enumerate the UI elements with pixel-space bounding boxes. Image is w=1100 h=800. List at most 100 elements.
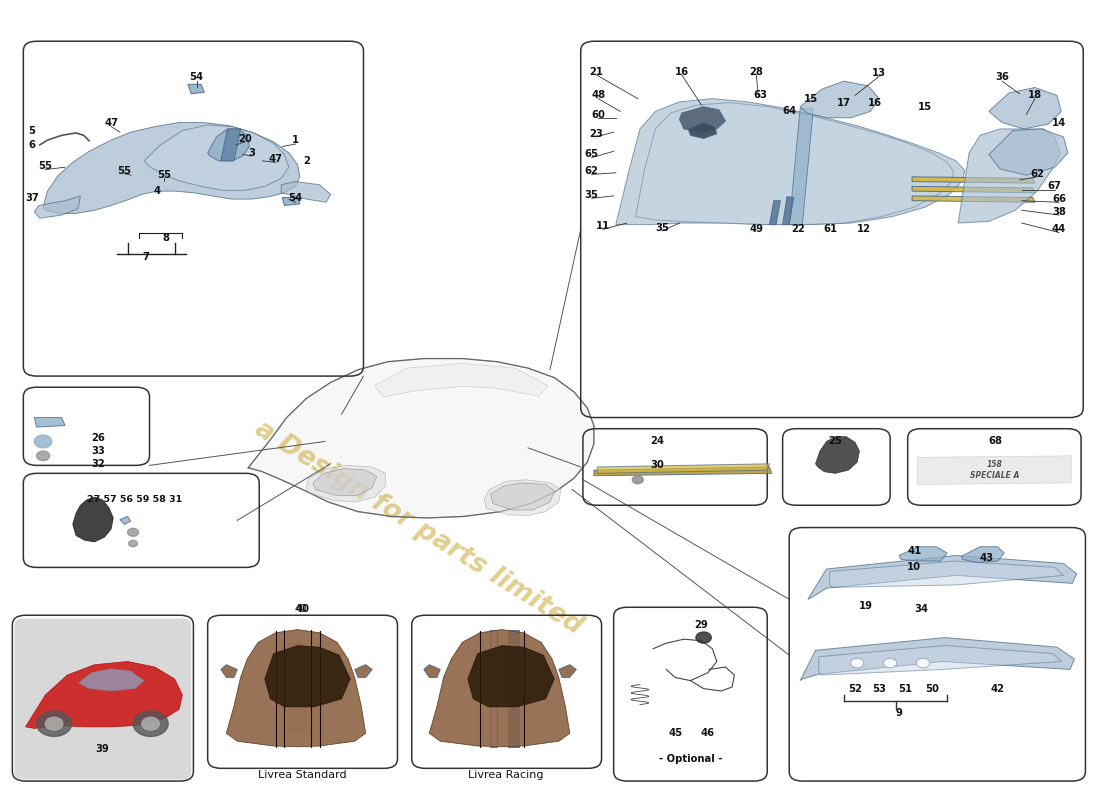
Text: 51: 51 <box>899 683 913 694</box>
Text: 47: 47 <box>268 154 283 164</box>
Polygon shape <box>769 201 780 225</box>
Text: Livrea Racing: Livrea Racing <box>469 770 543 780</box>
Polygon shape <box>958 129 1060 223</box>
Text: 42: 42 <box>991 683 1004 694</box>
Text: 10: 10 <box>908 562 922 573</box>
Text: 13: 13 <box>872 68 887 78</box>
Circle shape <box>36 451 50 461</box>
Polygon shape <box>468 646 554 707</box>
Polygon shape <box>818 646 1062 675</box>
Text: 27 57 56 59 58 31: 27 57 56 59 58 31 <box>87 495 183 504</box>
Circle shape <box>36 711 72 737</box>
Text: 17: 17 <box>837 98 851 109</box>
Circle shape <box>129 540 138 546</box>
Polygon shape <box>221 129 241 161</box>
Polygon shape <box>354 665 372 678</box>
Text: 26: 26 <box>91 434 104 443</box>
Text: 20: 20 <box>238 134 252 143</box>
Text: 55: 55 <box>157 170 170 180</box>
Polygon shape <box>227 630 365 746</box>
Text: 47: 47 <box>104 118 118 127</box>
Circle shape <box>632 476 644 484</box>
Circle shape <box>34 435 52 448</box>
Polygon shape <box>34 418 65 427</box>
Text: 158
SPECIALE A: 158 SPECIALE A <box>970 461 1019 480</box>
Text: 29: 29 <box>694 620 708 630</box>
Polygon shape <box>289 643 307 731</box>
Circle shape <box>850 658 864 668</box>
Text: 12: 12 <box>857 224 871 234</box>
Text: 67: 67 <box>1048 182 1062 191</box>
Polygon shape <box>208 129 250 161</box>
Polygon shape <box>680 106 726 132</box>
Text: 5: 5 <box>29 126 35 135</box>
Polygon shape <box>34 196 80 218</box>
Polygon shape <box>789 108 813 225</box>
Text: 11: 11 <box>595 222 609 231</box>
Text: 25: 25 <box>828 437 843 446</box>
Text: Livrea Standard: Livrea Standard <box>257 770 346 780</box>
Polygon shape <box>282 182 331 202</box>
Polygon shape <box>73 498 113 542</box>
Polygon shape <box>800 638 1075 681</box>
Polygon shape <box>800 81 879 118</box>
Text: 14: 14 <box>1052 118 1066 127</box>
Polygon shape <box>144 125 289 190</box>
Polygon shape <box>815 437 859 474</box>
Polygon shape <box>249 358 594 518</box>
Text: 62: 62 <box>1031 169 1044 178</box>
FancyBboxPatch shape <box>14 618 191 779</box>
Polygon shape <box>188 84 205 94</box>
Polygon shape <box>829 561 1064 587</box>
Text: 16: 16 <box>674 66 689 77</box>
Circle shape <box>142 718 160 730</box>
Polygon shape <box>782 197 793 225</box>
Text: 16: 16 <box>868 98 882 109</box>
Polygon shape <box>491 483 554 510</box>
Polygon shape <box>43 122 300 214</box>
Text: 18: 18 <box>1027 90 1042 101</box>
Polygon shape <box>899 546 947 561</box>
Polygon shape <box>912 196 1035 202</box>
Polygon shape <box>374 363 548 397</box>
Text: 52: 52 <box>848 683 862 694</box>
Text: 50: 50 <box>925 683 938 694</box>
Text: 55: 55 <box>39 162 53 171</box>
Polygon shape <box>989 129 1068 175</box>
Text: 40: 40 <box>295 604 307 614</box>
Polygon shape <box>594 467 771 476</box>
Text: 41: 41 <box>908 546 922 557</box>
Polygon shape <box>221 665 238 678</box>
Text: 28: 28 <box>749 66 763 77</box>
Text: 45: 45 <box>668 728 682 738</box>
Text: 34: 34 <box>914 604 928 614</box>
Text: 43: 43 <box>980 553 993 563</box>
Polygon shape <box>25 662 183 729</box>
Text: 4: 4 <box>154 186 161 196</box>
Polygon shape <box>636 102 954 225</box>
Text: 15: 15 <box>804 94 818 104</box>
Text: a Design for parts limited: a Design for parts limited <box>250 416 586 639</box>
Polygon shape <box>989 87 1062 129</box>
Polygon shape <box>283 198 300 206</box>
Circle shape <box>696 632 712 643</box>
Circle shape <box>883 658 896 668</box>
Text: 48: 48 <box>591 90 605 101</box>
Text: 53: 53 <box>872 683 887 694</box>
Text: 6: 6 <box>29 140 35 150</box>
Polygon shape <box>484 480 561 515</box>
Polygon shape <box>689 122 717 138</box>
Text: 63: 63 <box>754 90 768 101</box>
Polygon shape <box>78 669 144 691</box>
Polygon shape <box>424 665 440 678</box>
Text: 8: 8 <box>163 233 169 243</box>
Text: 22: 22 <box>791 224 805 234</box>
Text: 24: 24 <box>650 437 664 446</box>
Text: - Optional -: - Optional - <box>659 754 722 764</box>
Text: 54: 54 <box>288 194 302 203</box>
Polygon shape <box>307 466 385 502</box>
Text: 19: 19 <box>859 601 873 610</box>
Text: 55: 55 <box>118 166 131 176</box>
Text: 3: 3 <box>249 148 255 158</box>
Polygon shape <box>961 546 1004 562</box>
